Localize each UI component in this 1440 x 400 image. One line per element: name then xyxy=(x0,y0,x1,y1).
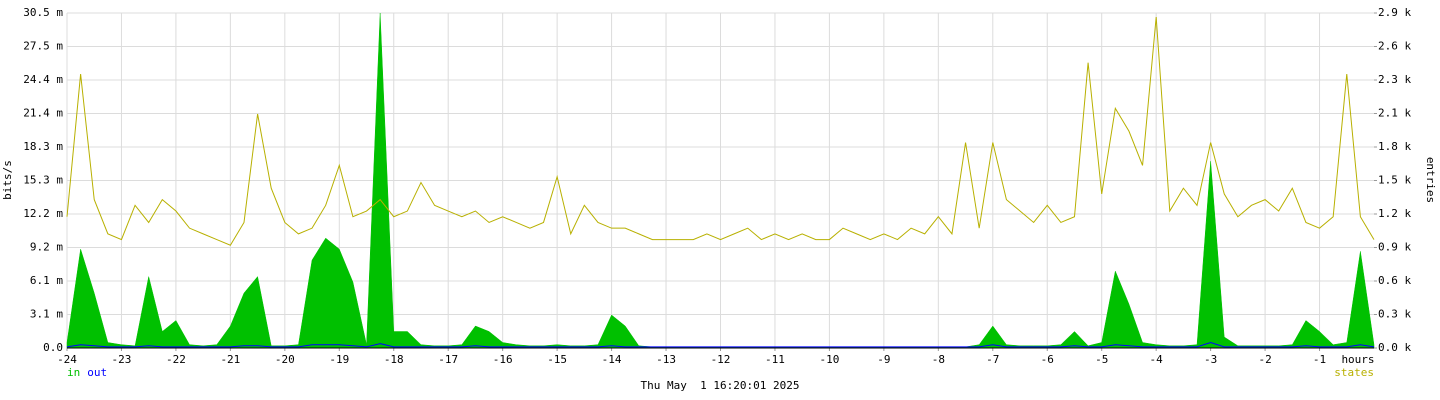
x-tick-label: -15 xyxy=(547,353,567,366)
x-tick-label: -14 xyxy=(602,353,622,366)
x-tick-label: -7 xyxy=(986,353,999,366)
y2-axis-label: entries xyxy=(1424,157,1437,203)
line xyxy=(66,16,1375,246)
y-tick-label: 6.1 m xyxy=(30,274,63,287)
x-tick-label: -4 xyxy=(1150,353,1164,366)
x-tick-label: -2 xyxy=(1258,353,1271,366)
x-axis-label: hours xyxy=(1341,353,1374,366)
y2-tick-label: 2.9 k xyxy=(1378,6,1411,19)
y2-tick-label: 2.6 k xyxy=(1378,40,1411,53)
x-tick-label: -20 xyxy=(275,353,295,366)
x-tick-label: -5 xyxy=(1095,353,1108,366)
y2-tick-label: 1.2 k xyxy=(1378,207,1411,220)
x-tick-label: -10 xyxy=(819,353,839,366)
x-tick-label: -3 xyxy=(1204,353,1217,366)
legend-entry: in xyxy=(67,366,80,379)
legend-entry: states xyxy=(1334,366,1374,379)
y-tick-label: 3.1 m xyxy=(30,308,63,321)
x-tick-label: -18 xyxy=(384,353,404,366)
x-tick-label: -21 xyxy=(220,353,240,366)
x-tick-label: -9 xyxy=(877,353,890,366)
x-tick-label: -12 xyxy=(711,353,731,366)
x-tick-label: -6 xyxy=(1041,353,1054,366)
x-tick-label: -22 xyxy=(166,353,186,366)
y2-tick-label: 1.8 k xyxy=(1378,140,1411,153)
x-tick-label: -1 xyxy=(1313,353,1326,366)
y-tick-label: 21.4 m xyxy=(23,107,63,120)
legend-entry: out xyxy=(87,366,107,379)
timestamp: Thu May 1 16:20:01 2025 xyxy=(641,379,800,392)
y-tick-label: 18.3 m xyxy=(23,140,63,153)
x-tick-label: -8 xyxy=(932,353,945,366)
y-tick-label: 15.3 m xyxy=(23,174,63,187)
y-tick-label: 30.5 m xyxy=(23,6,63,19)
x-tick-label: -19 xyxy=(329,353,349,366)
y-axis-label: bits/s xyxy=(1,160,14,200)
x-tick-label: -17 xyxy=(438,353,458,366)
y2-tick-label: 0.3 k xyxy=(1378,308,1411,321)
y2-tick-label: 0.9 k xyxy=(1378,241,1411,254)
y2-tick-label: 2.1 k xyxy=(1378,107,1411,120)
x-tick-label: -24 xyxy=(57,353,77,366)
y2-tick-label: 1.5 k xyxy=(1378,174,1411,187)
y2-tick-label: 0.6 k xyxy=(1378,274,1411,287)
y-tick-label: 24.4 m xyxy=(23,73,63,86)
y-tick-label: 0.0 xyxy=(43,341,63,354)
x-tick-label: -11 xyxy=(765,353,785,366)
line xyxy=(66,341,1375,348)
y-tick-label: 12.2 m xyxy=(23,207,63,220)
x-tick-label: -16 xyxy=(493,353,513,366)
y2-tick-label: 0.0 k xyxy=(1378,341,1411,354)
x-tick-label: -23 xyxy=(112,353,132,366)
y2-tick-label: 2.3 k xyxy=(1378,73,1411,86)
y-tick-label: 27.5 m xyxy=(23,40,63,53)
y-tick-label: 9.2 m xyxy=(30,241,63,254)
x-tick-label: -13 xyxy=(656,353,676,366)
